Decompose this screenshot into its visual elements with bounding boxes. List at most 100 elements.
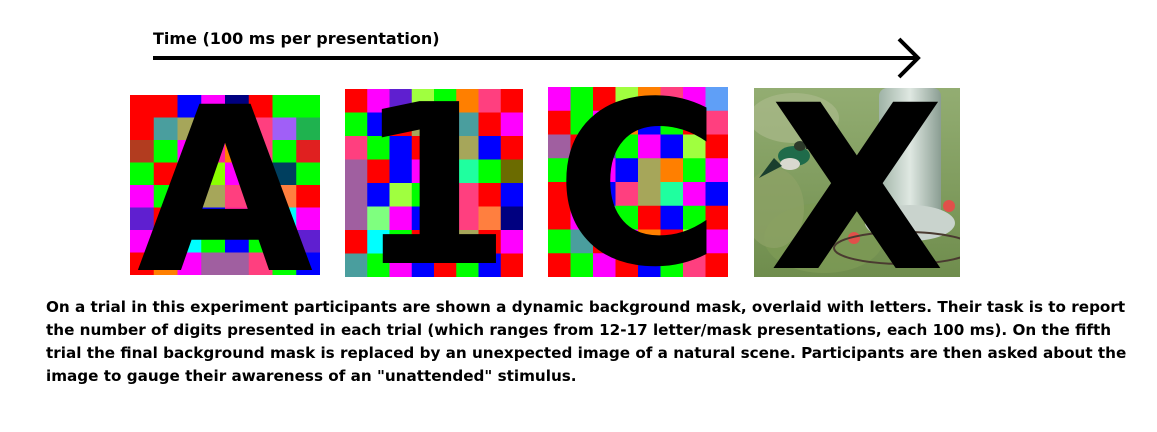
mask-cell — [130, 95, 155, 118]
mask-cell — [177, 185, 202, 208]
mask-cell — [389, 159, 413, 184]
mask-cell — [615, 87, 639, 112]
mask-cell — [411, 136, 435, 160]
mask-cell — [548, 253, 571, 277]
mask-cell — [225, 185, 250, 208]
mask-cell — [389, 183, 413, 207]
mask-cell — [570, 110, 594, 135]
mask-cell — [500, 230, 523, 254]
mask-cell — [478, 253, 502, 277]
stimulus-letter: C — [555, 87, 721, 277]
caption: On a trial in this experiment participan… — [46, 298, 1127, 385]
mask-cell — [434, 183, 457, 207]
mask-cell — [593, 158, 616, 183]
mask-cell — [153, 95, 178, 118]
mask-cell — [500, 89, 523, 113]
mask-cell — [130, 207, 155, 231]
mask-cell — [130, 140, 155, 163]
mask-cell — [296, 230, 320, 253]
mask-cell — [638, 110, 661, 135]
mask-cell — [296, 140, 320, 163]
mask-cell — [638, 182, 661, 207]
mask-cell — [434, 253, 457, 277]
mask-cell — [615, 229, 639, 254]
mask-cell — [456, 136, 479, 160]
mask-cell — [248, 95, 273, 118]
mask-cell — [500, 159, 523, 184]
mask-cell — [615, 205, 639, 230]
mask-cell — [548, 182, 571, 207]
mask-cell — [660, 110, 684, 135]
mask-cell — [570, 87, 594, 112]
mask-cell — [548, 110, 571, 135]
mask-cell — [130, 117, 155, 141]
mask-cell — [705, 229, 728, 254]
mask-cell — [272, 140, 297, 163]
mask-cell — [411, 112, 435, 137]
mask-cell — [593, 134, 616, 159]
mask-cell — [570, 253, 594, 277]
mask-cell — [177, 162, 202, 186]
mask-cell — [272, 95, 297, 118]
mask-cell — [177, 207, 202, 231]
mask-cell — [500, 206, 523, 231]
mask-cell — [389, 112, 413, 137]
stimulus-panel-3: C — [548, 87, 728, 277]
color-mask — [345, 89, 523, 277]
mask-cell — [201, 140, 226, 163]
mask-cell — [593, 182, 616, 207]
mask-cell — [345, 253, 368, 277]
mask-cell — [478, 206, 502, 231]
natural-scene-hummingbird-feeder — [754, 88, 960, 277]
mask-cell — [434, 89, 457, 113]
mask-cell — [500, 183, 523, 207]
mask-cell — [434, 206, 457, 231]
mask-cell — [705, 158, 728, 183]
mask-cell — [638, 87, 661, 112]
mask-cell — [500, 253, 523, 277]
mask-cell — [367, 159, 390, 184]
mask-cell — [225, 95, 250, 118]
mask-cell — [660, 158, 684, 183]
mask-cell — [177, 95, 202, 118]
mask-cell — [225, 207, 250, 231]
mask-cell — [456, 230, 479, 254]
mask-cell — [225, 162, 250, 186]
mask-cell — [683, 229, 706, 254]
mask-cell — [345, 159, 368, 184]
mask-cell — [638, 205, 661, 230]
mask-cell — [593, 253, 616, 277]
mask-cell — [570, 158, 594, 183]
mask-cell — [130, 252, 155, 275]
mask-cell — [153, 162, 178, 186]
mask-cell — [153, 140, 178, 163]
mask-cell — [593, 87, 616, 112]
stimulus-digit: 1 — [356, 89, 512, 277]
mask-cell — [296, 185, 320, 208]
mask-cell — [345, 89, 368, 113]
mask-cell — [153, 207, 178, 231]
mask-cell — [615, 253, 639, 277]
time-arrow — [153, 37, 921, 79]
mask-cell — [660, 182, 684, 207]
mask-cell — [660, 205, 684, 230]
stimulus-panel-1: A — [130, 95, 320, 275]
mask-cell — [638, 158, 661, 183]
mask-cell — [248, 230, 273, 253]
mask-cell — [225, 117, 250, 141]
mask-cell — [456, 253, 479, 277]
stimulus-letter: X — [769, 88, 945, 277]
mask-cell — [660, 134, 684, 159]
mask-cell — [683, 110, 706, 135]
mask-cell — [130, 162, 155, 186]
mask-cell — [225, 230, 250, 253]
stimulus-letter: A — [136, 95, 314, 275]
mask-cell — [570, 205, 594, 230]
mask-cell — [153, 117, 178, 141]
mask-cell — [201, 162, 226, 186]
mask-cell — [548, 134, 571, 159]
mask-cell — [153, 230, 178, 253]
mask-cell — [130, 230, 155, 253]
time-arrow-head — [897, 37, 921, 79]
mask-cell — [570, 182, 594, 207]
